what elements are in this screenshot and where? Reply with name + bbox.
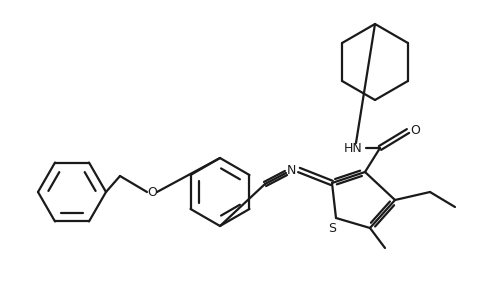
Text: HN: HN	[343, 142, 362, 155]
Text: O: O	[409, 124, 419, 137]
Text: N: N	[286, 164, 295, 176]
Text: S: S	[327, 221, 335, 235]
Text: O: O	[147, 185, 157, 198]
